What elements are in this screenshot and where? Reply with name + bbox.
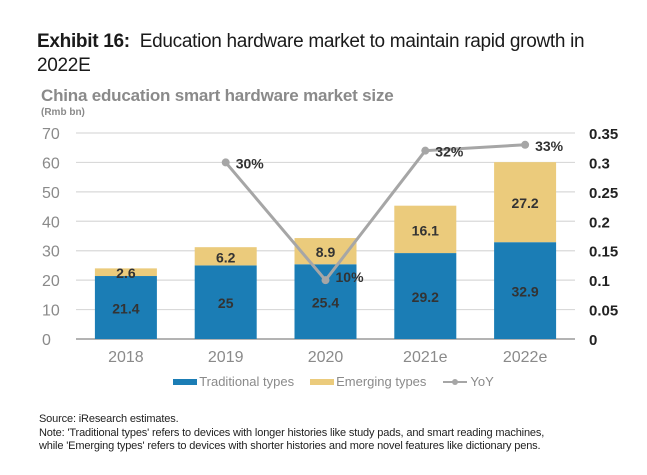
yoy-point (421, 146, 430, 155)
y2-tick-label: 0.2 (589, 214, 610, 231)
data-label-emerging: 6.2 (216, 249, 236, 265)
legend-item-traditional: Traditional types (173, 374, 294, 389)
legend-label-yoy: YoY (470, 374, 494, 389)
yoy-data-label: 30% (236, 155, 265, 171)
y-tick-label: 60 (42, 155, 60, 172)
legend: Traditional types Emerging types YoY (0, 374, 647, 389)
bar-traditional (194, 265, 257, 339)
chart: 0 10 20 30 40 50 60 70 0 0.05 0.1 0.15 0.2 0.25 0.3 0.3… (42, 126, 618, 366)
y-tick-label: 50 (42, 185, 60, 202)
y-tick-label: 40 (42, 214, 60, 231)
y-tick-label: 10 (42, 303, 60, 320)
y2-tick-label: 0.1 (589, 273, 610, 290)
yoy-point (321, 276, 330, 285)
bar-traditional (94, 276, 157, 339)
y2-tick-label: 0 (589, 332, 597, 349)
legend-label-traditional: Traditional types (199, 374, 295, 389)
bar-emerging (494, 162, 557, 243)
legend-swatch-traditional (173, 378, 198, 385)
bar-emerging (94, 268, 157, 277)
note-line-2: while 'Emerging types' refers to devices… (39, 440, 541, 452)
yoy-point (521, 140, 530, 149)
data-label-emerging: 8.9 (316, 244, 336, 260)
y2-tick-label: 0.15 (589, 244, 618, 261)
legend-label-emerging: Emerging types (336, 374, 427, 389)
legend-item-yoy: YoY (442, 374, 494, 389)
bar-traditional (394, 253, 457, 339)
yoy-data-label: 33% (535, 138, 564, 154)
y-tick-label: 20 (42, 273, 60, 290)
y-tick-label: 30 (42, 244, 60, 261)
bar-emerging (194, 247, 257, 266)
source-text: Source: iResearch estimates. (39, 413, 179, 425)
data-label-traditional: 25.4 (312, 295, 339, 311)
y-axis-unit: (Rmb bn) (41, 107, 85, 118)
footer: Source: iResearch estimates. Note: 'Trad… (39, 413, 544, 454)
data-label-emerging: 2.6 (116, 265, 136, 281)
note-line-1: Note: 'Traditional types' refers to devi… (39, 426, 545, 439)
y-tick-label: 70 (42, 126, 60, 143)
data-label-emerging: 27.2 (511, 195, 538, 211)
x-tick-label: 2020 (308, 349, 344, 366)
chart-title: China education smart hardware market si… (41, 86, 394, 105)
legend-swatch-emerging (310, 378, 335, 385)
x-tick-label: 2019 (208, 349, 244, 366)
yoy-point (221, 158, 230, 167)
exhibit-label: Exhibit 16: (37, 31, 130, 52)
data-label-traditional: 25 (218, 295, 234, 311)
x-tick-label: 2018 (108, 349, 144, 366)
legend-line-marker-icon (443, 378, 468, 385)
data-label-traditional: 21.4 (112, 301, 139, 317)
exhibit-title: Exhibit 16: Education hardware market to… (37, 30, 637, 78)
y-tick-label: 0 (42, 332, 51, 349)
exhibit-heading: Education hardware market to maintain ra… (37, 31, 585, 76)
legend-item-emerging: Emerging types (310, 374, 426, 389)
y2-tick-label: 0.05 (589, 303, 618, 320)
yoy-line (224, 143, 526, 283)
bar-emerging (394, 205, 457, 254)
x-tick-label: 2021e (403, 349, 448, 366)
yoy-data-label: 32% (435, 144, 464, 160)
y2-tick-label: 0.35 (589, 126, 618, 143)
y2-tick-label: 0.3 (589, 155, 610, 172)
data-label-emerging: 16.1 (412, 222, 439, 238)
data-label-traditional: 29.2 (412, 289, 439, 305)
x-tick-label: 2022e (503, 349, 548, 366)
data-label-traditional: 32.9 (511, 284, 538, 300)
yoy-data-label: 10% (336, 269, 365, 285)
bar-traditional (494, 242, 557, 339)
y2-tick-label: 0.25 (589, 185, 618, 202)
